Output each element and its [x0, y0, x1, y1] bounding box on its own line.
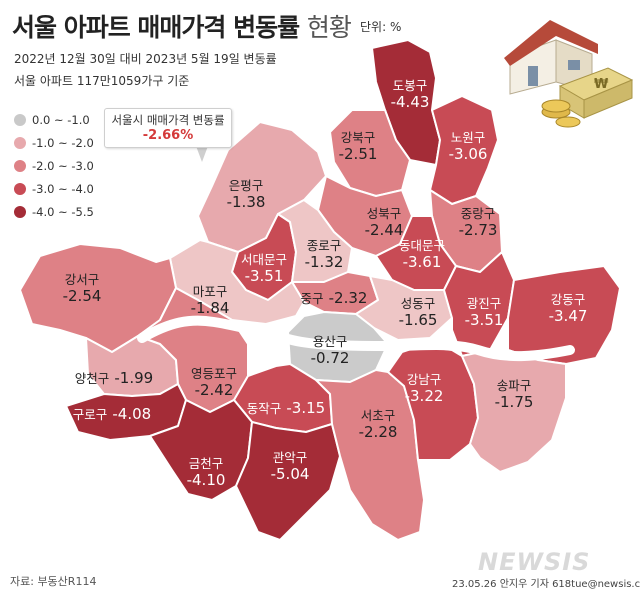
legend-swatch — [14, 205, 26, 218]
callout-label: 서울시 매매가격 변동률 — [111, 113, 225, 127]
legend-label: -4.0 ~ -5.5 — [32, 204, 94, 219]
money-stack-front-icon — [559, 85, 585, 119]
district-label: 용산구 -0.72 — [310, 334, 350, 367]
district-label: 광진구 -3.51 — [464, 296, 504, 329]
legend-item: -4.0 ~ -5.5 — [14, 200, 94, 223]
callout-pointer — [196, 146, 208, 162]
subtitle-period: 2022년 12월 30일 대비 2023년 5월 19일 변동률 — [14, 52, 277, 66]
title-light: 현황 — [306, 13, 352, 42]
district-label: 성북구 -2.44 — [364, 206, 404, 239]
district-label: 동작구 -3.15 — [246, 399, 326, 417]
subtitle-basis: 서울 아파트 117만1059가구 기준 — [14, 74, 190, 88]
district-label: 동대문구 -3.61 — [398, 238, 446, 271]
district-label: 도봉구 -4.43 — [390, 78, 430, 111]
house-door-icon — [528, 66, 538, 86]
source-note: 자료: 부동산R114 — [10, 575, 97, 588]
district-label: 강남구 -3.22 — [404, 372, 444, 405]
district-label: 성동구 -1.65 — [398, 296, 438, 329]
district-label: 금천구 -4.10 — [186, 456, 226, 489]
legend-swatch — [14, 136, 26, 149]
legend-label: -1.0 ~ -2.0 — [32, 135, 94, 150]
legend-label: -2.0 ~ -3.0 — [32, 158, 94, 173]
district-label: 강서구 -2.54 — [62, 272, 102, 305]
district-label: 서초구 -2.28 — [358, 408, 398, 441]
house-window-icon — [568, 60, 580, 70]
district-label: 양천구 -1.99 — [74, 369, 154, 387]
seoul-average-callout: 서울시 매매가격 변동률 -2.66% — [104, 108, 232, 148]
unit-label: 단위: % — [360, 20, 402, 34]
district-gangbuk — [329, 109, 411, 197]
district-label: 종로구 -1.32 — [304, 238, 344, 271]
coin-icon — [541, 99, 571, 113]
newsis-logo: NEWSIS — [478, 548, 591, 576]
district-seocho — [315, 369, 425, 541]
district-songpa — [461, 349, 567, 473]
district-label: 은평구 -1.38 — [226, 178, 266, 211]
title-main: 서울 아파트 매매가격 변동률 — [12, 13, 300, 42]
district-label: 중구 -2.32 — [300, 289, 368, 307]
coin-icon — [555, 116, 581, 128]
district-label: 강북구 -2.51 — [338, 130, 378, 163]
legend-item: -3.0 ~ -4.0 — [14, 177, 94, 200]
district-label: 송파구 -1.75 — [494, 378, 534, 411]
money-symbol-icon: ₩ — [594, 77, 609, 92]
district-seongdong — [355, 275, 453, 341]
legend-swatch — [14, 182, 26, 195]
page-title: 서울 아파트 매매가격 변동률 현황 — [12, 8, 352, 44]
legend-swatch — [14, 159, 26, 172]
district-label: 구로구 -4.08 — [72, 405, 152, 423]
legend-label: -3.0 ~ -4.0 — [32, 181, 94, 196]
han-river — [137, 315, 575, 362]
district-label: 중랑구 -2.73 — [458, 206, 498, 239]
legend-item: -1.0 ~ -2.0 — [14, 131, 94, 154]
district-label: 마포구 -1.84 — [190, 284, 230, 317]
district-gwanak — [235, 421, 341, 541]
callout-value: -2.66% — [142, 128, 194, 143]
legend-item: -2.0 ~ -3.0 — [14, 154, 94, 177]
house-money-illustration: ₩ — [504, 20, 634, 128]
district-label: 노원구 -3.06 — [448, 130, 488, 163]
house-roof-icon — [504, 20, 598, 66]
district-label: 영등포구 -2.42 — [190, 366, 238, 399]
legend-label: 0.0 ~ -1.0 — [32, 112, 90, 127]
legend-item: 0.0 ~ -1.0 — [14, 108, 94, 131]
district-label: 서대문구 -3.51 — [240, 252, 288, 285]
credit-line: 23.05.26 안지우 기자 618tue@newsis.com — [452, 579, 640, 590]
district-gangdong — [507, 265, 621, 365]
legend: 0.0 ~ -1.0 -1.0 ~ -2.0 -2.0 ~ -3.0 -3.0 … — [14, 108, 94, 223]
legend-swatch — [14, 113, 26, 126]
district-label: 강동구 -3.47 — [548, 292, 588, 325]
district-label: 관악구 -5.04 — [270, 450, 310, 483]
